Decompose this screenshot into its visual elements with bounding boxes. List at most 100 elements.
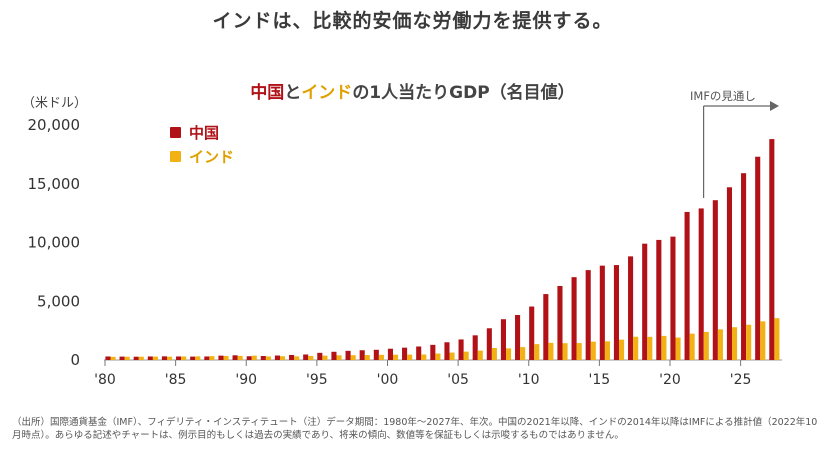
bar-china — [373, 349, 379, 360]
bar-india — [491, 348, 497, 360]
bar-india — [449, 352, 455, 360]
legend-item-china: 中国 — [170, 120, 234, 144]
bar-india — [477, 350, 483, 360]
bar-china — [176, 356, 182, 360]
bar-china — [472, 335, 478, 360]
bar-india — [181, 356, 187, 360]
legend-label-china: 中国 — [189, 123, 220, 142]
bar-china — [599, 265, 605, 360]
y-tick-label: 5,000 — [37, 292, 80, 310]
bar-china — [741, 173, 747, 360]
bar-china — [726, 187, 732, 360]
legend-swatch-china — [170, 126, 181, 138]
bar-china — [133, 356, 139, 360]
bar-china — [712, 200, 718, 360]
bar-china — [331, 351, 337, 360]
bar-india — [618, 339, 625, 360]
bar-china — [303, 354, 309, 360]
x-tick-label: '25 — [730, 372, 752, 388]
bar-china — [444, 342, 450, 360]
bar-india — [138, 356, 144, 360]
bar-india — [166, 356, 173, 360]
footnote: （出所）国際通貨基金（IMF）、フィデリティ・インスティテュート（注）データ期間… — [12, 417, 818, 441]
x-tick-label: '90 — [235, 372, 257, 388]
bar-india — [548, 342, 554, 360]
bar-india — [237, 355, 243, 360]
bar-china — [769, 139, 775, 360]
projection-label: IMFの見通し — [690, 89, 756, 103]
bar-china — [486, 328, 492, 360]
chart-title-india: インド — [301, 83, 353, 103]
y-tick-label: 10,000 — [28, 234, 81, 252]
x-tick-label: '95 — [306, 372, 328, 388]
bar-india — [435, 353, 441, 360]
bar-india — [731, 327, 738, 360]
bar-india — [279, 356, 286, 360]
bar-china — [416, 346, 422, 360]
bar-india — [110, 356, 116, 360]
bar-china — [684, 211, 690, 360]
bar-china — [515, 314, 521, 360]
headline: インドは、比較的安価な労働力を提供する。 — [212, 10, 613, 32]
bar-india — [703, 331, 709, 360]
bar-india — [322, 355, 328, 360]
bar-india — [421, 354, 427, 360]
bar-india — [534, 344, 540, 360]
legend-item-india: インド — [170, 144, 234, 168]
bar-china — [500, 319, 506, 360]
bar-china — [119, 356, 125, 360]
bar-india — [576, 343, 582, 360]
legend-swatch-india — [170, 150, 181, 162]
bar-china — [274, 355, 280, 360]
x-tick-label: '10 — [518, 372, 540, 388]
bar-china — [557, 285, 563, 360]
bar-china — [105, 356, 111, 360]
bar-india — [604, 341, 610, 360]
bar-china — [698, 208, 704, 360]
bar-china — [571, 277, 577, 360]
bar-india — [124, 356, 130, 360]
bar-china — [345, 350, 351, 360]
bar-india — [520, 347, 526, 360]
bar-india — [760, 321, 766, 360]
bar-india — [265, 356, 271, 360]
bar-india — [209, 356, 215, 360]
bar-china — [359, 350, 365, 360]
bar-china — [161, 356, 167, 360]
bar-india — [378, 354, 384, 360]
bar-india — [223, 356, 229, 360]
bar-india — [774, 318, 780, 360]
bar-china — [190, 356, 196, 360]
bar-india — [350, 355, 356, 360]
bar-india — [336, 355, 342, 360]
bar-india — [251, 355, 257, 360]
x-tick-label: '00 — [377, 372, 399, 388]
bar-india — [505, 348, 512, 360]
bar-india — [294, 356, 300, 360]
bar-india — [689, 333, 695, 360]
bar-india — [661, 335, 667, 360]
bar-china — [204, 356, 210, 360]
bar-china — [430, 344, 436, 360]
projection-arrow-head — [770, 101, 779, 111]
y-tick-label: 20,000 — [28, 116, 81, 134]
bar-india — [717, 329, 723, 360]
bar-china — [613, 265, 619, 360]
bar-india — [364, 355, 370, 360]
bar-india — [195, 356, 201, 360]
chart-title-rest: の1人当たりGDP（名目値） — [352, 83, 575, 103]
y-tick-label: 0 — [70, 351, 80, 369]
x-tick-label: '05 — [447, 372, 469, 388]
bar-china — [642, 243, 648, 360]
bar-india — [463, 351, 469, 360]
bar-china — [260, 356, 266, 360]
bar-india — [392, 354, 399, 360]
bar-india — [590, 341, 596, 360]
bar-china — [289, 354, 295, 360]
legend-label-india: インド — [189, 147, 235, 166]
bar-china — [670, 236, 676, 360]
bar-china — [529, 306, 535, 360]
x-tick-label: '80 — [94, 372, 116, 388]
bar-china — [232, 355, 238, 360]
